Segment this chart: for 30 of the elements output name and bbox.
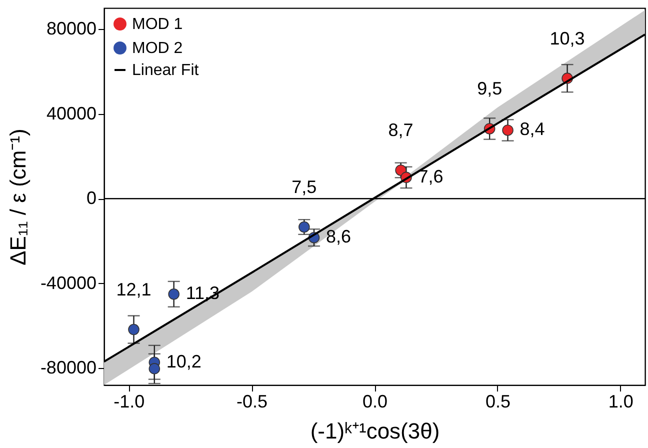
point	[168, 288, 180, 300]
annotation: 10,2	[166, 351, 202, 372]
x-tick-label: -0.5	[236, 392, 268, 412]
y-tick-label: 0	[86, 188, 96, 208]
y-tick-label: -40000	[40, 272, 96, 293]
x-tick-label: 0.0	[362, 392, 388, 412]
annotation: 12,1	[116, 280, 152, 300]
annotation: 8,7	[388, 120, 414, 140]
annotation: 10,3	[550, 28, 585, 48]
y-tick-label: -80000	[40, 358, 96, 378]
x-tick-label: 1.0	[608, 392, 634, 412]
y-tick-label: 40000	[46, 103, 96, 124]
annotation: 8,4	[520, 119, 545, 140]
point	[502, 124, 514, 136]
annotation: 8,6	[326, 226, 352, 247]
point	[395, 164, 406, 176]
x-tick-label: -1.0	[114, 392, 145, 412]
y-axis-title: ΔE₁₁ / ε (cm⁻¹)	[5, 128, 30, 266]
point	[128, 324, 140, 336]
annotation: 7,5	[292, 177, 317, 197]
annotation: 9,5	[477, 78, 502, 99]
x-tick-label: 0.5	[485, 392, 510, 412]
legend-label: Linear Fit	[132, 62, 200, 79]
point	[298, 221, 310, 233]
legend-label: MOD 1	[132, 16, 183, 33]
y-tick-label: 80000	[46, 18, 96, 39]
legend-label: MOD 2	[132, 40, 183, 57]
point	[148, 363, 160, 374]
annotation: 7,6	[418, 166, 444, 186]
x-axis-title: (-1)ᵏ⁺¹cos(3θ)	[310, 418, 440, 444]
